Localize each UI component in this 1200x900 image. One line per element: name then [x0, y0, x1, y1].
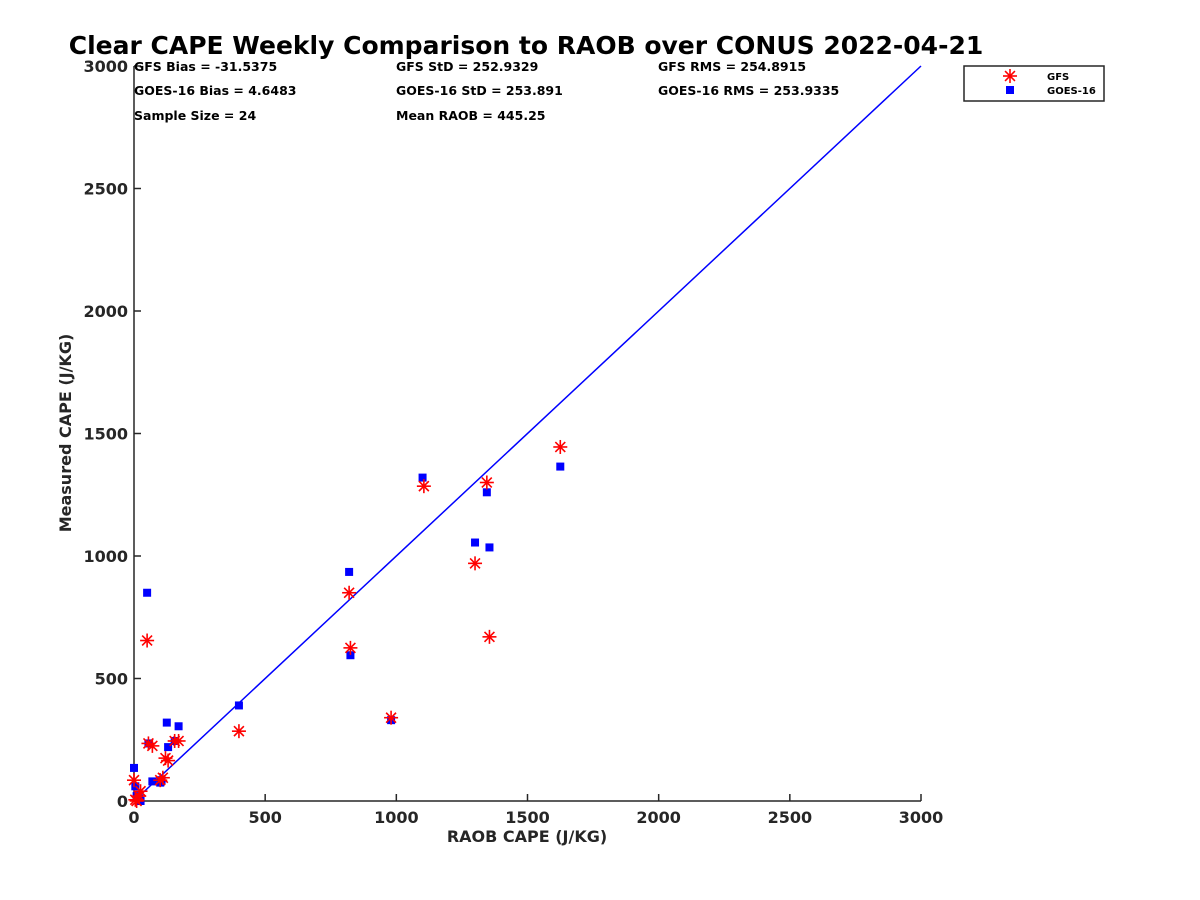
- gfs-point: [161, 753, 176, 768]
- goes16-point: [164, 743, 173, 752]
- gfs-series: [127, 439, 568, 808]
- stat-goes-rms: GOES-16 RMS = 253.9335: [658, 83, 839, 98]
- legend-gfs-label: GFS: [1047, 72, 1069, 83]
- goes16-point: [345, 567, 354, 576]
- stat-gfs-bias: GFS Bias = -31.5375: [134, 59, 277, 74]
- goes16-point: [131, 782, 140, 791]
- goes16-series: [130, 462, 565, 805]
- gfs-point: [342, 585, 357, 600]
- y-axis-ticks: 0 500 1000 1500 2000 2500 3000: [83, 57, 141, 811]
- x-tick-label: 0: [128, 808, 139, 827]
- stats-block: GFS Bias = -31.5375 GFS StD = 252.9329 G…: [134, 59, 839, 123]
- y-tick-label: 3000: [83, 57, 128, 76]
- y-tick-label: 1000: [83, 547, 128, 566]
- stat-mean-raob: Mean RAOB = 445.25: [396, 108, 545, 123]
- x-axis-label: RAOB CAPE (J/KG): [447, 827, 607, 846]
- goes16-point: [485, 543, 494, 552]
- y-tick-label: 2500: [83, 180, 128, 199]
- legend-gfs-asterisk-icon: [1003, 69, 1017, 83]
- goes16-point: [471, 538, 480, 547]
- stat-goes-bias: GOES-16 Bias = 4.6483: [134, 83, 296, 98]
- y-tick-label: 0: [117, 792, 128, 811]
- stat-goes-std: GOES-16 StD = 253.891: [396, 83, 563, 98]
- gfs-point: [145, 738, 160, 753]
- goes16-point: [346, 651, 355, 660]
- stat-sample-size: Sample Size = 24: [134, 108, 256, 123]
- goes16-point: [482, 488, 491, 497]
- legend-box: [963, 65, 1105, 102]
- x-tick-label: 2500: [768, 808, 813, 827]
- goes16-point: [148, 777, 157, 786]
- goes16-point: [130, 763, 138, 772]
- gfs-point: [141, 736, 156, 751]
- gfs-point: [231, 724, 246, 739]
- legend-gfs-marker-shape: [1003, 69, 1017, 83]
- y-axis-label: Measured CAPE (J/KG): [56, 334, 75, 533]
- legend-goes16-square-icon: [1006, 86, 1014, 94]
- gfs-point: [155, 770, 170, 785]
- goes16-point: [162, 718, 171, 727]
- x-axis-ticks: 0 500 1000 1500 2000 2500 3000: [128, 794, 943, 827]
- x-tick-label: 2000: [636, 808, 681, 827]
- gfs-point: [553, 439, 568, 454]
- goes16-point: [234, 701, 243, 710]
- gfs-point: [133, 784, 148, 799]
- y-tick-label: 1500: [83, 425, 128, 444]
- x-tick-label: 1000: [374, 808, 419, 827]
- goes16-point: [556, 462, 565, 471]
- gfs-point: [468, 556, 483, 571]
- goes16-point: [143, 588, 152, 597]
- legend-goes16-label: GOES-16: [1047, 86, 1096, 97]
- chart-title: Clear CAPE Weekly Comparison to RAOB ove…: [69, 31, 984, 60]
- goes16-point: [174, 722, 183, 731]
- y-tick-label: 2000: [83, 302, 128, 321]
- gfs-point: [416, 479, 431, 494]
- x-tick-label: 1500: [505, 808, 550, 827]
- gfs-point: [140, 633, 155, 648]
- goes16-point: [418, 473, 427, 482]
- gfs-point: [384, 710, 399, 725]
- stat-gfs-rms: GFS RMS = 254.8915: [658, 59, 806, 74]
- x-tick-label: 3000: [899, 808, 944, 827]
- gfs-point: [482, 629, 497, 644]
- stat-gfs-std: GFS StD = 252.9329: [396, 59, 538, 74]
- gfs-point: [171, 733, 186, 748]
- gfs-point: [127, 773, 141, 788]
- gfs-point: [343, 640, 358, 655]
- y-tick-label: 500: [95, 670, 128, 689]
- x-tick-label: 500: [248, 808, 281, 827]
- one-to-one-reference-line: [133, 65, 922, 802]
- gfs-point: [479, 475, 494, 490]
- legend: GFS GOES-16: [963, 65, 1105, 102]
